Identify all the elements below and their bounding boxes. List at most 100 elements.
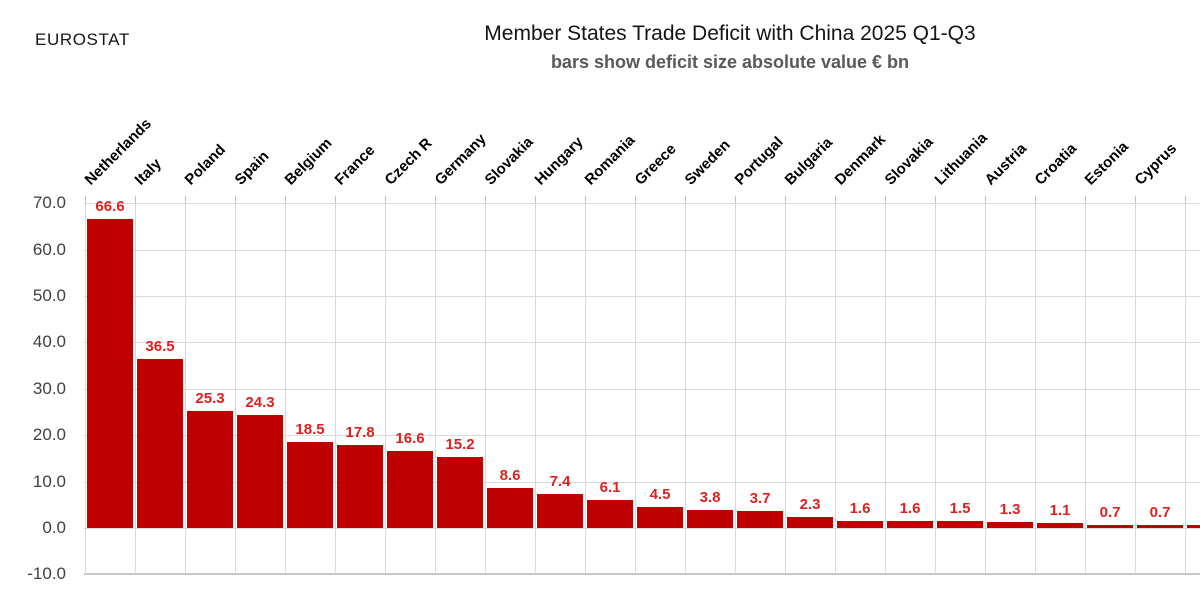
bar-value-label: 15.2	[445, 436, 475, 453]
y-tick-label: 60.0	[32, 240, 66, 259]
bar-value-label: 7.4	[549, 473, 571, 490]
category-label: Slovakia	[881, 133, 937, 189]
v-gridline	[1185, 203, 1186, 574]
bar	[87, 219, 133, 528]
category-label: Estonia	[1081, 138, 1132, 189]
axis-tick	[185, 196, 186, 203]
bar	[1037, 523, 1083, 528]
bar-value-label: 24.3	[245, 394, 275, 411]
axis-tick	[585, 196, 586, 203]
bar	[337, 445, 383, 528]
h-gridline	[84, 389, 1200, 390]
bar	[687, 510, 733, 528]
y-tick-label: 40.0	[32, 332, 66, 351]
category-label: Hungary	[531, 133, 587, 189]
bar	[387, 451, 433, 528]
bar	[937, 521, 983, 528]
bar	[237, 415, 283, 528]
bar-value-label: 1.5	[949, 500, 971, 517]
category-label: Croatia	[1031, 140, 1081, 189]
axis-tick	[285, 196, 286, 203]
bar	[1137, 525, 1183, 528]
plot-area: 66.6 Netherlands 36.5 Italy 25.3 Poland 24.3 Sp…	[82, 115, 1200, 575]
axis-tick	[535, 196, 536, 203]
v-gridline	[685, 203, 686, 574]
bar	[537, 494, 583, 528]
y-tick-label: 0.0	[42, 518, 66, 537]
axis-tick	[435, 196, 436, 203]
v-gridline	[785, 203, 786, 574]
v-gridline	[185, 203, 186, 574]
axis-tick	[235, 196, 236, 203]
y-tick-label: 70.0	[32, 193, 66, 212]
axis-tick	[485, 196, 486, 203]
v-gridline	[1085, 203, 1086, 574]
y-tick-label: 20.0	[32, 425, 66, 444]
y-tick-label: 10.0	[32, 472, 66, 491]
chart-subtitle: bars show deficit size absolute value € …	[550, 52, 910, 72]
axis-tick	[1185, 196, 1186, 203]
y-tick-label: 50.0	[32, 286, 66, 305]
x-axis-baseline	[84, 573, 1200, 575]
category-label: Austria	[981, 140, 1031, 189]
bar-value-label: 1.6	[849, 500, 871, 517]
axis-tick	[785, 196, 786, 203]
h-gridline	[84, 250, 1200, 251]
category-label: Poland	[181, 141, 229, 189]
y-tick-label: 30.0	[32, 379, 66, 398]
category-label: Spain	[231, 147, 273, 189]
category-label: Bulgaria	[781, 134, 837, 189]
v-gridline	[835, 203, 836, 574]
bar-value-label: 1.3	[999, 501, 1021, 518]
category-label: Belgium	[281, 134, 336, 189]
category-label: Romania	[581, 131, 639, 189]
bar-value-label: 25.3	[195, 390, 225, 407]
v-gridline	[385, 203, 386, 574]
bar	[287, 442, 333, 528]
axis-tick	[635, 196, 636, 203]
partial-bar	[1187, 525, 1200, 528]
bar-value-label: 18.5	[295, 421, 325, 438]
v-gridline	[485, 203, 486, 574]
v-gridline	[985, 203, 986, 574]
h-gridline	[84, 435, 1200, 436]
bar	[1087, 525, 1133, 528]
axis-tick	[1035, 196, 1036, 203]
bar	[737, 511, 783, 528]
bar	[587, 500, 633, 528]
h-gridline	[84, 296, 1200, 297]
bar	[137, 359, 183, 528]
category-label: Czech R	[381, 134, 436, 189]
category-label: Cyprus	[1131, 140, 1181, 189]
bar	[837, 521, 883, 528]
chart-title: Member States Trade Deficit with China 2…	[484, 22, 976, 45]
bar-value-label: 1.1	[1049, 502, 1071, 519]
bar-value-label: 2.3	[799, 496, 821, 513]
v-gridline	[885, 203, 886, 574]
bar-value-label: 6.1	[599, 479, 621, 496]
v-gridline	[935, 203, 936, 574]
axis-tick	[985, 196, 986, 203]
y-tick-label: -10.0	[27, 564, 66, 583]
bar	[637, 507, 683, 528]
axis-tick	[135, 196, 136, 203]
v-gridline	[585, 203, 586, 574]
axis-tick	[885, 196, 886, 203]
v-gridline	[735, 203, 736, 574]
axis-tick	[735, 196, 736, 203]
axis-tick	[1085, 196, 1086, 203]
bar-value-label: 1.6	[899, 500, 921, 517]
v-gridline	[1035, 203, 1036, 574]
axis-tick	[85, 196, 86, 203]
h-gridline	[84, 203, 1200, 204]
category-label: France	[331, 141, 379, 189]
bar-value-label: 3.8	[699, 489, 721, 506]
h-gridline	[84, 342, 1200, 343]
chart-title-block: Member States Trade Deficit with China 2…	[300, 22, 1160, 73]
axis-tick	[385, 196, 386, 203]
v-gridline	[85, 203, 86, 574]
bar-value-label: 0.7	[1149, 504, 1171, 521]
brand-label: EUROSTAT	[35, 30, 130, 49]
v-gridline	[1135, 203, 1136, 574]
h-gridline	[84, 528, 1200, 529]
